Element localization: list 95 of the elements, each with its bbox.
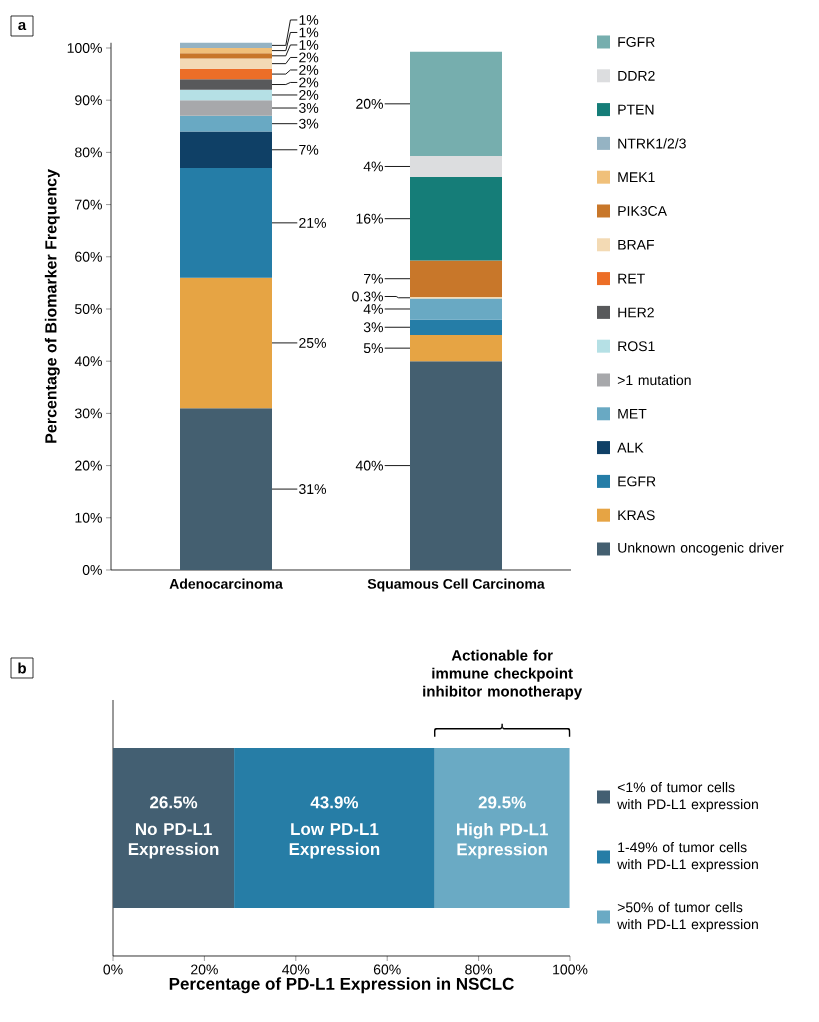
bar <box>410 361 502 570</box>
bar <box>180 277 272 409</box>
bar <box>180 58 272 69</box>
legend-label: FGFR <box>618 37 655 47</box>
data-label: 1% <box>299 15 319 25</box>
y-tick-label: 20% <box>75 460 102 471</box>
legend-label: RET <box>618 273 645 284</box>
legend-label: NTRK1/2/3 <box>618 138 686 149</box>
y-axis-title: Percentage of Biomarker Frequency <box>44 169 60 443</box>
y-tick-label: 50% <box>75 304 102 314</box>
legend-label: MET <box>618 408 647 419</box>
data-label: 31% <box>299 484 327 495</box>
y-tick-label: 30% <box>74 408 102 419</box>
bar <box>410 260 502 297</box>
legend-label: EGFR <box>618 476 656 487</box>
bar <box>410 51 502 157</box>
y-tick-label: 0% <box>82 565 102 575</box>
bar <box>180 68 272 80</box>
data-label: 2% <box>299 77 319 88</box>
y-tick-label: 70% <box>75 199 102 210</box>
x-tick-label: 60% <box>373 964 401 975</box>
x-tick-label: 20% <box>191 964 218 975</box>
legend-label: DDR2 <box>618 70 655 81</box>
bar <box>180 100 272 116</box>
annotation: Low PD-L1 Expression <box>289 823 380 859</box>
bar <box>180 47 272 54</box>
data-label: 4% <box>363 161 383 172</box>
data-label: 4% <box>363 304 383 314</box>
bar <box>180 79 272 90</box>
data-label: 2% <box>299 65 319 75</box>
y-tick-label: 80% <box>75 147 102 158</box>
text: a <box>18 21 27 31</box>
data-label: 2% <box>299 90 319 100</box>
data-label: 1% <box>299 40 319 50</box>
x-tick-label: Squamous Cell Carcinoma <box>367 578 545 592</box>
bar <box>180 53 272 59</box>
bar <box>180 131 272 169</box>
data-label: 3% <box>299 103 319 113</box>
legend-label: KRAS <box>618 510 655 521</box>
bar <box>410 156 502 177</box>
legend-label: >50% of tumor cells with PD-L1 expression <box>617 901 758 933</box>
legend-label: >1 mutation <box>617 374 691 386</box>
data-label: 16% <box>356 213 383 224</box>
y-tick-label: 100% <box>67 43 102 53</box>
legend-label: <1% of tumor cells with PD-L1 expression <box>617 781 758 813</box>
y-tick-label: 60% <box>75 251 102 262</box>
legend-label: 1-49% of tumor cells with PD-L1 expression <box>617 841 758 873</box>
x-axis-title: Percentage of PD-L1 Expression in NSCLC <box>169 977 514 994</box>
bar <box>180 42 272 48</box>
data-label: 20% <box>356 98 383 109</box>
legend-label: BRAF <box>618 239 654 250</box>
bar <box>410 298 502 320</box>
bar <box>113 747 235 908</box>
data-label: 0.3% <box>352 291 383 302</box>
data-label: 25% <box>299 337 327 348</box>
bar <box>180 168 272 278</box>
bar <box>410 176 502 261</box>
x-tick-label: 100% <box>553 964 588 975</box>
x-tick-label: Adenocarcinoma <box>169 578 283 589</box>
bar <box>410 335 502 362</box>
legend-label: ALK <box>617 442 644 453</box>
bar <box>410 319 502 336</box>
legend-label: MEK1 <box>618 172 655 182</box>
x-tick-label: 40% <box>282 964 310 975</box>
bar <box>180 89 272 101</box>
data-label: 2% <box>299 52 319 63</box>
data-label: 26.5% <box>150 796 198 809</box>
data-label: 7% <box>299 144 319 155</box>
legend-label: ROS1 <box>618 341 655 352</box>
data-label: 7% <box>363 273 383 284</box>
data-label: 43.9% <box>310 796 359 809</box>
data-label: 3% <box>299 118 319 129</box>
y-tick-label: 40% <box>74 356 102 367</box>
legend-label: Unknown oncogenic driver <box>618 542 784 556</box>
data-label: 21% <box>299 217 327 228</box>
annotation: High PD-L1 Expression <box>457 822 548 859</box>
y-tick-label: 10% <box>75 512 102 523</box>
text: b <box>18 662 26 674</box>
legend-label: PTEN <box>618 104 654 115</box>
bar <box>180 408 272 570</box>
annotation: No PD-L1 Expression <box>128 823 219 859</box>
data-label: 3% <box>363 322 383 333</box>
legend-label: PIK3CA <box>618 206 667 216</box>
data-label: 5% <box>363 343 383 354</box>
data-label: 1% <box>299 27 319 38</box>
bar <box>434 747 570 908</box>
x-tick-label: 0% <box>103 964 123 975</box>
bar <box>234 747 435 908</box>
y-tick-label: 90% <box>75 95 102 106</box>
data-label: 29.5% <box>478 796 526 809</box>
legend-label: HER2 <box>618 307 654 318</box>
x-tick-label: 80% <box>465 964 493 975</box>
data-label: 40% <box>355 460 383 471</box>
text: Actionable for immune checkpoint inhibitor monotherapy <box>423 649 583 700</box>
bar <box>180 115 272 132</box>
